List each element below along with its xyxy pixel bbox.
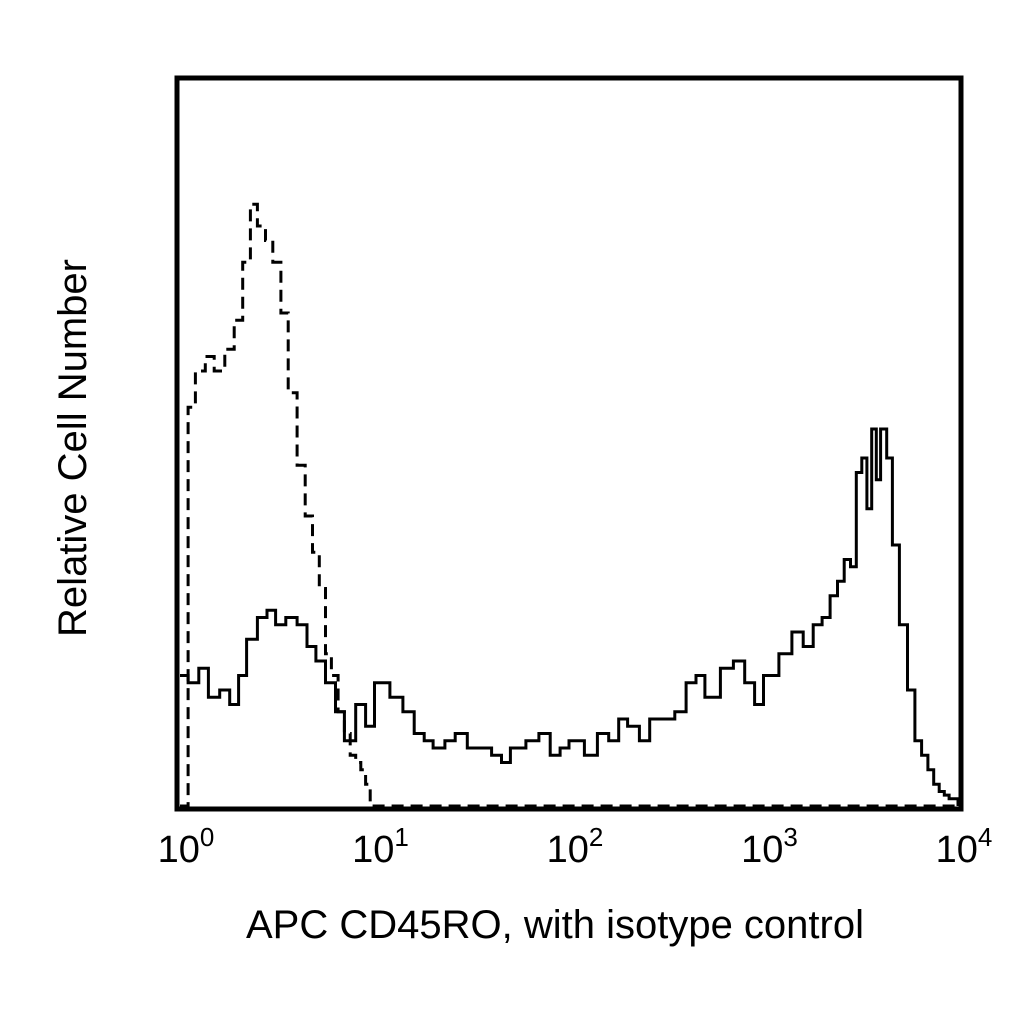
- x-tick-exponent: 2: [589, 822, 603, 852]
- plot-frame: [174, 75, 964, 812]
- series-layer: [180, 202, 960, 808]
- x-tick-base: 10: [158, 829, 200, 871]
- x-tick-exponent: 4: [978, 822, 992, 852]
- x-tick-label: 101: [352, 822, 409, 871]
- x-tick-exponent: 3: [783, 822, 797, 852]
- x-tick-exponent: 0: [200, 822, 214, 852]
- x-tick-base: 10: [352, 829, 394, 871]
- x-tick-base: 10: [936, 829, 978, 871]
- x-tick-label: 100: [158, 822, 215, 871]
- x-tick-exponent: 1: [394, 822, 408, 852]
- x-tick-base: 10: [741, 829, 783, 871]
- isotype-control-series: [180, 202, 958, 808]
- x-tick-label: 102: [547, 822, 604, 871]
- x-axis-title: APC CD45RO, with isotype control: [246, 903, 864, 947]
- cd45ro-series: [180, 427, 960, 806]
- x-tick-labels: 100 101 102 103 104: [158, 822, 993, 871]
- x-tick-base: 10: [547, 829, 589, 871]
- x-tick-label: 103: [741, 822, 798, 871]
- x-tick-label: 104: [936, 822, 993, 871]
- y-axis-title: Relative Cell Number: [51, 259, 95, 637]
